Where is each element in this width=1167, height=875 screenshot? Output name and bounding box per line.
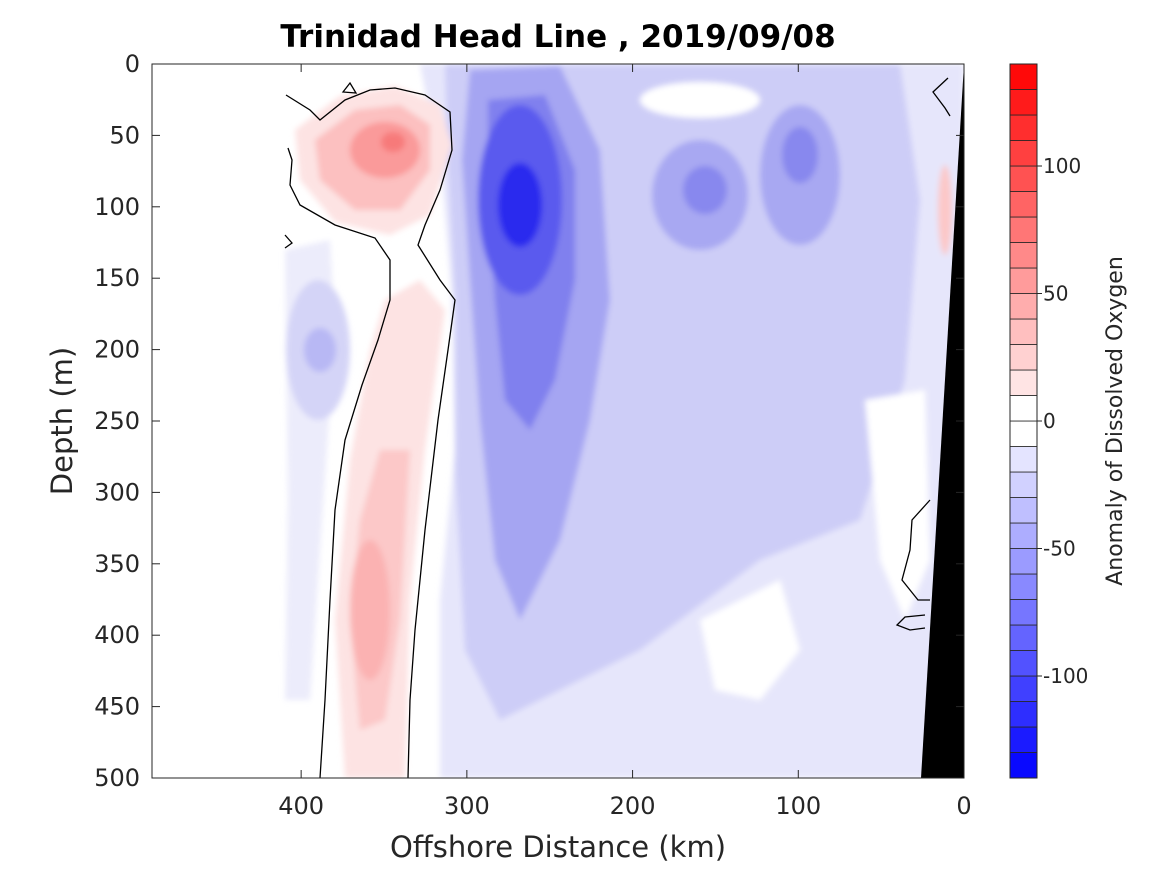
y-tick-label: 400 — [94, 621, 140, 649]
zero-region-deep — [700, 580, 800, 700]
colorbar-band — [1009, 191, 1038, 218]
colorbar-band — [1009, 650, 1038, 677]
colorbar-band — [1009, 522, 1038, 549]
colorbar-tick-label: 0 — [1043, 409, 1056, 433]
x-tick-label: 300 — [444, 792, 490, 820]
zero-region-near-surface — [640, 82, 760, 118]
y-tick-labels: 0 50 100 150 200 250 300 350 400 450 500 — [94, 50, 140, 792]
colorbar-label: Anomaly of Dissolved Oxygen — [1103, 256, 1128, 586]
colorbar-band — [1009, 548, 1038, 575]
colorbar-band — [1009, 446, 1038, 473]
colorbar-band — [1009, 318, 1038, 345]
zero-contour-nearshore-loop — [895, 614, 926, 631]
zero-contour-offshore — [287, 147, 391, 778]
colorbar-band — [1009, 140, 1038, 167]
colorbar-band — [1009, 395, 1038, 422]
colorbar-band — [1009, 497, 1038, 524]
y-tick-label: 150 — [94, 264, 140, 292]
x-tick-label: 0 — [956, 792, 971, 820]
colorbar-band — [1009, 420, 1038, 447]
colorbar-band — [1009, 624, 1038, 651]
colorbar-band — [1009, 293, 1038, 320]
bathymetry-mask — [921, 64, 964, 778]
y-tick-label: 250 — [94, 407, 140, 435]
contour-field — [284, 64, 964, 778]
colorbar-band — [1009, 573, 1038, 600]
y-tick-label: 450 — [94, 693, 140, 721]
colorbar-band — [1009, 216, 1038, 243]
plot-area: 0 50 100 150 200 250 300 350 400 450 500 400 300 200… — [45, 50, 972, 864]
colorbar-band — [1009, 752, 1038, 779]
colorbar-bands — [1009, 63, 1038, 779]
y-tick-label: 300 — [94, 478, 140, 506]
colorbar-tick-label: 50 — [1043, 282, 1068, 306]
y-tick-label: 350 — [94, 550, 140, 578]
positive-core-peak — [381, 132, 405, 152]
zero-contour-nearshore — [901, 499, 931, 601]
negative-core — [498, 163, 542, 247]
x-tick-label: 100 — [775, 792, 821, 820]
zero-contour-small-loop — [341, 81, 358, 94]
colorbar-band — [1009, 344, 1038, 371]
x-tick-label: 400 — [278, 792, 324, 820]
colorbar-band — [1009, 242, 1038, 269]
y-tick-label: 100 — [94, 193, 140, 221]
zero-contours — [284, 77, 951, 778]
x-tick-labels: 400 300 200 100 0 — [278, 792, 971, 820]
y-tick-label: 500 — [94, 764, 140, 792]
zero-contour-nearshore-top — [932, 77, 951, 117]
colorbar-band — [1009, 675, 1038, 702]
colorbar-band — [1009, 63, 1038, 90]
y-tick-label: 50 — [109, 121, 140, 149]
x-tick-marks — [300, 64, 965, 778]
colorbar-band — [1009, 471, 1038, 498]
negative-core-155km-inner — [683, 166, 727, 214]
colorbar-band — [1009, 165, 1038, 192]
positive-nearshore — [938, 165, 952, 255]
colorbar-tick-label: -50 — [1043, 537, 1076, 561]
y-tick-label: 0 — [125, 50, 140, 78]
colorbar-band — [1009, 267, 1038, 294]
colorbar-band — [1009, 114, 1038, 141]
colorbar-tick-label: -100 — [1043, 664, 1088, 688]
colorbar-band — [1009, 369, 1038, 396]
y-tick-label: 200 — [94, 336, 140, 364]
chart-title: Trinidad Head Line , 2019/09/08 — [280, 19, 835, 55]
zero-contour-fragment — [284, 234, 293, 249]
colorbar-band — [1009, 726, 1038, 753]
colorbar: 100 50 0 -50 -100 Anomaly of Dissolved Oxyge… — [1009, 63, 1128, 779]
y-axis-label: Depth (m) — [45, 347, 79, 495]
zero-contour-main — [285, 87, 456, 778]
x-axis-label: Offshore Distance (km) — [390, 830, 726, 864]
colorbar-tick-label: 100 — [1043, 154, 1081, 178]
negative-core-100km-inner — [782, 127, 818, 183]
positive-deep-core — [350, 540, 390, 680]
colorbar-band — [1009, 599, 1038, 626]
colorbar-ticks: 100 50 0 -50 -100 — [1037, 154, 1088, 688]
y-tick-marks — [152, 63, 964, 779]
colorbar-band — [1009, 701, 1038, 728]
colorbar-band — [1009, 89, 1038, 116]
zero-region-shelf — [865, 390, 930, 620]
x-tick-label: 200 — [610, 792, 656, 820]
positive-core — [350, 122, 420, 178]
weak-negative-patch-inner — [304, 328, 336, 372]
